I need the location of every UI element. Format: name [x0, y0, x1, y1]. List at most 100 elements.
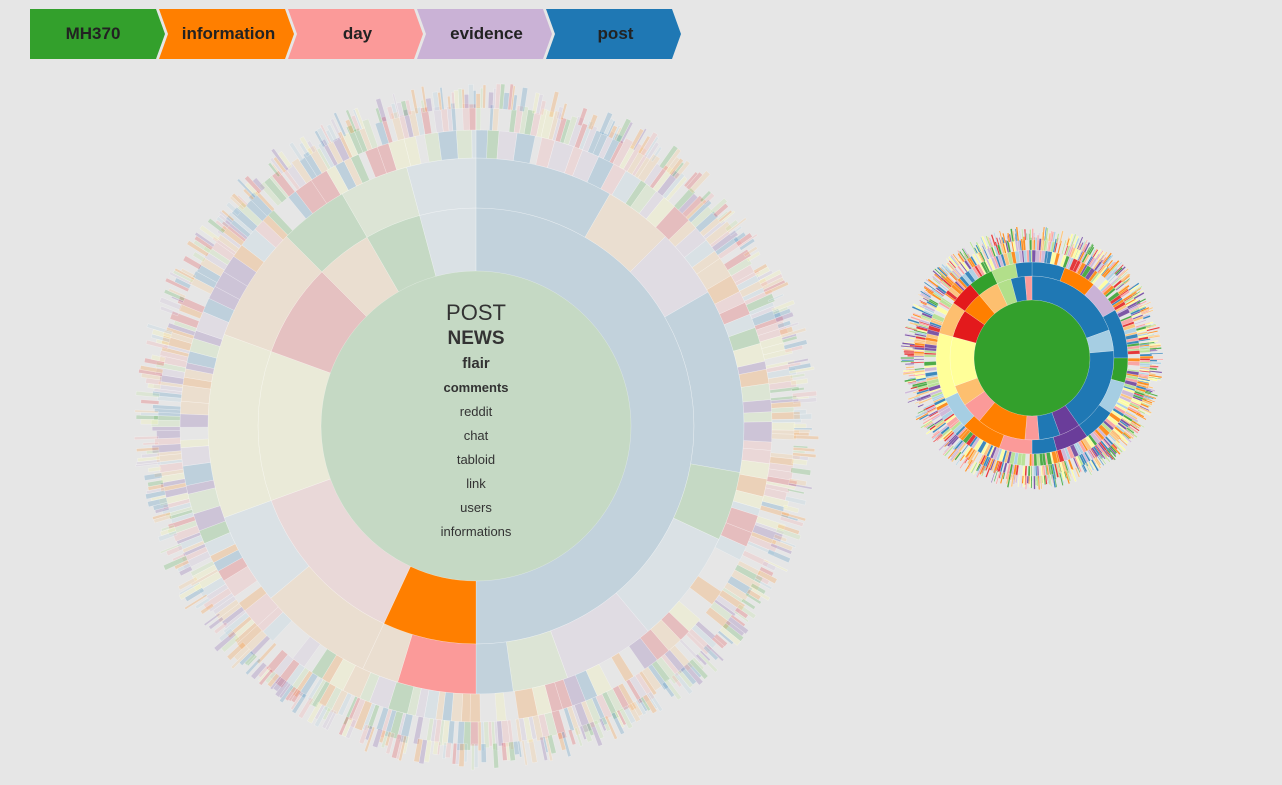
mini-segment[interactable] — [917, 403, 925, 408]
sunburst-segment[interactable] — [769, 386, 800, 394]
mini-segment[interactable] — [940, 266, 950, 276]
mini-segment[interactable] — [959, 456, 969, 469]
mini-segment[interactable] — [995, 471, 1001, 485]
sunburst-segment[interactable] — [277, 151, 293, 170]
mini-segment[interactable] — [1094, 248, 1102, 259]
sunburst-segment[interactable] — [358, 724, 371, 745]
sunburst-segment[interactable] — [492, 743, 499, 769]
sunburst-segment[interactable] — [426, 718, 435, 742]
sunburst-segment[interactable] — [742, 550, 770, 568]
sunburst-segment[interactable] — [213, 621, 228, 635]
sunburst-segment[interactable] — [492, 108, 500, 131]
sunburst-segment[interactable] — [789, 373, 806, 379]
sunburst-segment[interactable] — [788, 366, 815, 374]
mini-segment[interactable] — [962, 247, 971, 259]
mini-segment[interactable] — [1147, 377, 1158, 382]
mini-segment[interactable] — [1086, 462, 1093, 473]
mini-segment[interactable] — [1148, 370, 1163, 374]
sunburst-segment[interactable] — [703, 645, 719, 661]
mini-segment[interactable] — [1148, 340, 1159, 343]
sunburst-segment[interactable] — [539, 100, 547, 116]
sunburst-segment[interactable] — [661, 681, 675, 698]
sunburst-segment[interactable] — [705, 606, 732, 630]
sunburst-segment[interactable] — [513, 132, 536, 164]
sunburst-segment[interactable] — [245, 658, 262, 676]
mini-segment[interactable] — [1081, 464, 1087, 474]
breadcrumb-item-day[interactable]: day — [288, 9, 423, 59]
sunburst-segment[interactable] — [790, 378, 809, 386]
sunburst-segment[interactable] — [539, 736, 548, 761]
sunburst-segment[interactable] — [140, 399, 160, 405]
mini-segment[interactable] — [1031, 249, 1037, 263]
mini-segment[interactable] — [1006, 240, 1012, 253]
sunburst-segment[interactable] — [587, 114, 598, 131]
sunburst-segment[interactable] — [152, 511, 171, 520]
mini-segment[interactable] — [1097, 251, 1105, 261]
sunburst-segment[interactable] — [632, 128, 647, 151]
mini-segment[interactable] — [932, 270, 945, 281]
mini-segment[interactable] — [908, 374, 916, 377]
sunburst-segment[interactable] — [470, 721, 479, 746]
mini-segment[interactable] — [1067, 233, 1074, 247]
sunburst-segment[interactable] — [759, 505, 790, 519]
mini-segment[interactable] — [931, 275, 942, 284]
sunburst-segment[interactable] — [330, 118, 343, 140]
mini-segment[interactable] — [960, 444, 969, 455]
sunburst-segment[interactable] — [792, 397, 817, 404]
mini-segment[interactable] — [990, 469, 996, 483]
sunburst-segment[interactable] — [225, 201, 241, 216]
mini-segment[interactable] — [1045, 227, 1049, 242]
sunburst-segment[interactable] — [456, 721, 465, 751]
sunburst-segment[interactable] — [406, 157, 477, 216]
mini-segment[interactable] — [1119, 435, 1129, 444]
sunburst-segment[interactable] — [342, 695, 358, 726]
sunburst-segment[interactable] — [784, 495, 807, 506]
sunburst-segment[interactable] — [468, 84, 474, 109]
sunburst-segment[interactable] — [271, 170, 296, 197]
sunburst-segment[interactable] — [770, 542, 793, 555]
sunburst-segment[interactable] — [250, 662, 268, 680]
mini-segment[interactable] — [1015, 261, 1033, 278]
sunburst-segment[interactable] — [695, 653, 708, 666]
mini-segment[interactable] — [1104, 254, 1114, 266]
sunburst-segment[interactable] — [432, 741, 439, 755]
mini-segment[interactable] — [1146, 326, 1161, 332]
mini-segment[interactable] — [905, 366, 915, 369]
sunburst-segment[interactable] — [650, 146, 663, 162]
sunburst-segment[interactable] — [480, 743, 487, 763]
mini-segment[interactable] — [995, 237, 1000, 246]
mini-segment[interactable] — [1033, 475, 1036, 490]
sunburst-segment[interactable] — [774, 311, 794, 323]
sunburst-segment[interactable] — [372, 728, 383, 748]
sunburst-segment[interactable] — [475, 129, 488, 159]
sunburst-segment[interactable] — [425, 97, 433, 112]
sunburst-segment[interactable] — [717, 630, 734, 645]
sunburst-segment[interactable] — [179, 413, 209, 428]
sunburst-segment[interactable] — [464, 94, 470, 109]
mini-segment[interactable] — [1084, 462, 1093, 476]
mini-segment[interactable] — [1149, 350, 1158, 352]
mini-segment[interactable] — [969, 461, 977, 473]
mini-segment[interactable] — [907, 394, 921, 401]
sunburst-segment[interactable] — [790, 467, 812, 476]
sunburst-segment[interactable] — [745, 592, 762, 605]
mini-segment[interactable] — [1098, 454, 1107, 465]
sunburst-segment[interactable] — [134, 409, 159, 414]
mini-segment[interactable] — [1144, 321, 1154, 326]
sunburst-segment[interactable] — [150, 354, 166, 363]
sunburst-segment[interactable] — [169, 311, 200, 329]
sunburst-segment[interactable] — [288, 141, 304, 162]
mini-segment[interactable] — [958, 250, 967, 261]
sunburst-segment[interactable] — [711, 636, 725, 649]
mini-segment[interactable] — [1121, 275, 1131, 283]
sunburst-segment[interactable] — [739, 238, 756, 251]
sunburst-segment[interactable] — [237, 194, 249, 206]
sunburst-segment[interactable] — [579, 725, 587, 741]
mini-segment[interactable] — [969, 255, 978, 267]
sunburst-segment[interactable] — [788, 482, 813, 490]
sunburst-segment[interactable] — [625, 678, 644, 705]
sunburst-segment[interactable] — [753, 577, 773, 590]
mini-segment[interactable] — [1073, 237, 1080, 249]
sunburst-segment[interactable] — [743, 421, 773, 443]
breadcrumb-item-mh370[interactable]: MH370 — [30, 9, 165, 59]
